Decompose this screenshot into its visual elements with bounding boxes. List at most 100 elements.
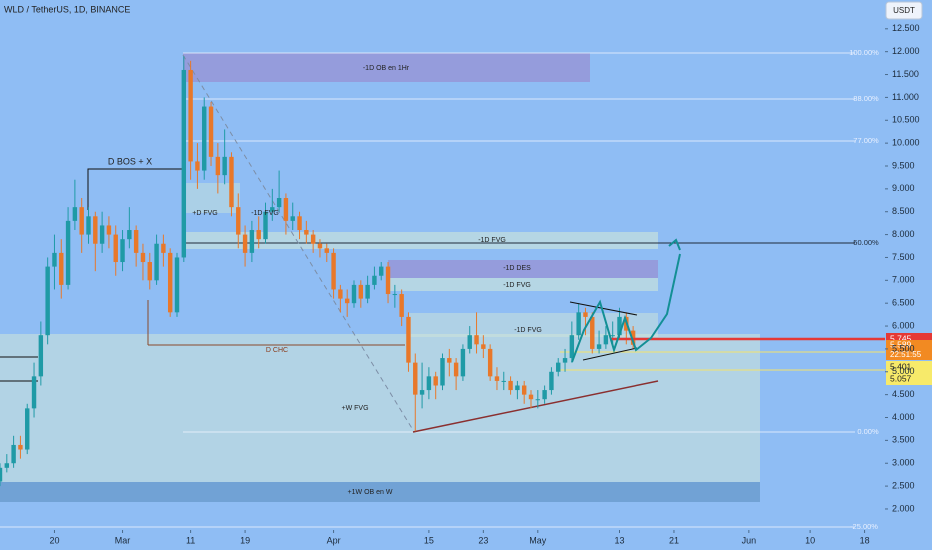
y-tick-label: 6.500 bbox=[892, 298, 915, 308]
candle-body bbox=[161, 243, 166, 253]
candle-body bbox=[283, 198, 289, 221]
annotation: -1D FVG bbox=[478, 237, 506, 244]
candle-body bbox=[344, 298, 350, 304]
candle-body bbox=[79, 207, 84, 235]
candle-body bbox=[453, 362, 459, 377]
candle-body bbox=[86, 216, 91, 235]
candle-body bbox=[610, 335, 615, 337]
candle-body bbox=[481, 344, 486, 349]
candle-body bbox=[263, 211, 268, 240]
candle-body bbox=[140, 252, 146, 263]
ob-1h-zone bbox=[183, 53, 590, 82]
annotation: D BOS + X bbox=[108, 156, 152, 166]
fib-label: 0.00% bbox=[857, 427, 879, 436]
candle-body bbox=[215, 156, 221, 176]
price-tag bbox=[886, 361, 932, 373]
candle-body bbox=[474, 335, 479, 345]
candle-body bbox=[528, 394, 534, 400]
candle-body bbox=[59, 252, 64, 285]
candle-body bbox=[0, 467, 3, 482]
candle-body bbox=[440, 358, 445, 386]
y-tick-label: 11.500 bbox=[892, 69, 919, 79]
projection bbox=[571, 253, 681, 363]
annotation: -1D FVG bbox=[251, 210, 279, 217]
y-tick-label: 3.000 bbox=[892, 458, 915, 468]
candle-body bbox=[508, 380, 513, 391]
candle-body bbox=[331, 252, 336, 290]
candle-body bbox=[18, 444, 23, 450]
candle-body bbox=[521, 385, 527, 395]
des-zone bbox=[388, 260, 658, 278]
candle-body bbox=[413, 362, 418, 395]
candle-body bbox=[174, 257, 180, 313]
candle-body bbox=[133, 230, 139, 253]
candle-body bbox=[617, 316, 622, 336]
annotation: +1W OB en W bbox=[348, 489, 393, 496]
y-tick-label: 6.000 bbox=[892, 320, 915, 330]
y-tick-label: 7.000 bbox=[892, 275, 915, 285]
candle-body bbox=[270, 207, 275, 212]
y-tick-label: 7.500 bbox=[892, 252, 915, 262]
candle-body bbox=[99, 225, 105, 244]
candle-body bbox=[181, 69, 187, 258]
projection-arrow bbox=[668, 238, 681, 251]
triangle-line bbox=[569, 301, 638, 316]
annotation: -1D OB en 1Hr bbox=[363, 65, 410, 72]
x-tick-label: 13 bbox=[614, 535, 624, 545]
candle-body bbox=[447, 358, 452, 363]
fvg-zone bbox=[388, 278, 658, 291]
y-tick-label: 5.000 bbox=[892, 366, 915, 376]
x-tick-label: 23 bbox=[478, 535, 488, 545]
candles bbox=[0, 56, 636, 487]
candle-body bbox=[45, 266, 50, 336]
price-tag bbox=[886, 340, 932, 360]
candle-body bbox=[195, 161, 200, 171]
price-tag bbox=[886, 373, 932, 385]
y-tick-label: 12.000 bbox=[892, 46, 920, 56]
y-tick-label: 8.000 bbox=[892, 229, 915, 239]
price-tag-label: 5.057 bbox=[890, 373, 912, 383]
x-tick-label: Jun bbox=[742, 535, 757, 545]
candle-body bbox=[542, 390, 547, 400]
y-tick-label: 4.000 bbox=[892, 412, 915, 422]
candle-body bbox=[576, 312, 581, 336]
candle-body bbox=[93, 216, 98, 244]
y-tick-label: 12.500 bbox=[892, 23, 920, 33]
candle-body bbox=[11, 444, 16, 464]
candle-body bbox=[379, 266, 384, 276]
candle-body bbox=[426, 376, 432, 391]
candle-body bbox=[549, 371, 554, 391]
candle-body bbox=[310, 234, 316, 244]
w-ob-zone bbox=[0, 482, 760, 502]
fib-label: -25.00% bbox=[850, 522, 878, 531]
candle-body bbox=[222, 156, 227, 176]
bos-line bbox=[87, 168, 183, 210]
candle-body bbox=[419, 390, 425, 395]
candle-body bbox=[433, 376, 438, 386]
candle-body bbox=[358, 284, 364, 299]
candle-body bbox=[603, 335, 609, 345]
y-tick-label: 5.500 bbox=[892, 343, 915, 353]
candle-body bbox=[487, 348, 493, 377]
x-tick-label: 20 bbox=[49, 535, 59, 545]
annotation: -1D FVG bbox=[514, 327, 542, 334]
candle-body bbox=[188, 69, 193, 162]
candle-body bbox=[351, 284, 357, 304]
candle-body bbox=[154, 243, 159, 281]
candle-body bbox=[365, 284, 370, 299]
candle-body bbox=[25, 408, 30, 450]
candle-body bbox=[304, 230, 309, 235]
y-tick-label: 2.000 bbox=[892, 503, 915, 513]
candle-body bbox=[208, 106, 214, 157]
y-tick-label: 10.000 bbox=[892, 138, 920, 148]
candle-body bbox=[52, 252, 57, 267]
candle-body bbox=[535, 399, 541, 401]
candle-body bbox=[372, 275, 377, 285]
currency-button[interactable] bbox=[885, 1, 923, 20]
fib-label: 100.00% bbox=[849, 48, 879, 57]
price-tag-label: 5.589 bbox=[890, 339, 912, 349]
y-tick-label: 9.500 bbox=[892, 160, 915, 170]
candle-body bbox=[202, 106, 207, 171]
annotation: +D FVG bbox=[192, 210, 217, 217]
candle-body bbox=[72, 207, 78, 221]
